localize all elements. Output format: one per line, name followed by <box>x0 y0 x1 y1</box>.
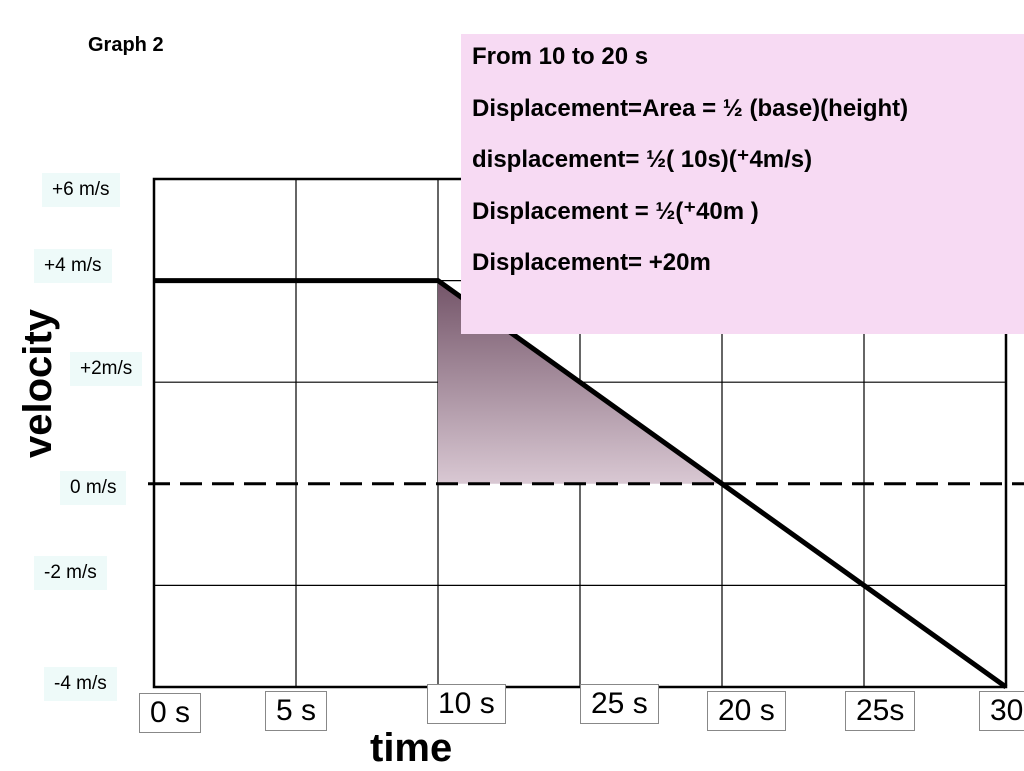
y-axis-label: velocity <box>18 338 58 458</box>
x-axis-label: time <box>370 726 452 771</box>
annotation-line: displacement= ½( 10s)(⁺4m/s) <box>472 145 1024 197</box>
x-tick-label: 20 s <box>707 691 786 731</box>
y-tick-label: -4 m/s <box>44 667 117 701</box>
x-tick-label: 10 s <box>427 684 506 724</box>
x-tick-label: 30 <box>979 691 1024 731</box>
y-tick-label: -2 m/s <box>34 556 107 590</box>
y-tick-label: +2m/s <box>70 352 142 386</box>
annotation-line: From 10 to 20 s <box>472 42 1024 94</box>
x-tick-label: 25s <box>845 691 915 731</box>
calculation-annotation-box: From 10 to 20 s Displacement=Area = ½ (b… <box>461 34 1024 334</box>
annotation-line: Displacement=Area = ½ (base)(height) <box>472 94 1024 146</box>
annotation-line: Displacement = ½(⁺40m ) <box>472 197 1024 249</box>
y-tick-label: +4 m/s <box>34 249 112 283</box>
chart-title: Graph 2 <box>88 34 164 57</box>
y-tick-label: 0 m/s <box>60 471 126 505</box>
x-tick-label: 25 s <box>580 684 659 724</box>
x-tick-label: 0 s <box>139 693 201 733</box>
x-tick-label: 5 s <box>265 691 327 731</box>
y-tick-label: +6 m/s <box>42 173 120 207</box>
annotation-line: Displacement= +20m <box>472 248 1024 300</box>
